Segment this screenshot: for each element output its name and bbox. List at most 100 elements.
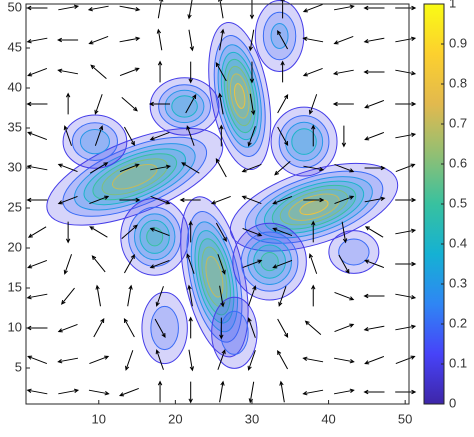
arrow: [395, 293, 417, 300]
arrow: [94, 94, 103, 115]
arrow: [395, 355, 416, 365]
arrow: [186, 125, 195, 146]
arrow: [302, 389, 324, 396]
arrow: [210, 195, 231, 205]
arrow: [334, 291, 355, 301]
arrow: [341, 125, 347, 148]
contour: [71, 122, 118, 161]
colorbar-tick-label: 0.2: [449, 315, 467, 330]
arrow: [395, 389, 417, 395]
arrow: [157, 60, 163, 83]
arrow: [248, 285, 257, 306]
arrow: [363, 69, 385, 75]
arrow: [333, 4, 355, 11]
arrow: [119, 163, 140, 173]
contour: [229, 73, 250, 119]
arrow: [63, 254, 73, 275]
arrow: [304, 320, 322, 336]
arrow: [277, 349, 289, 370]
contour: [101, 158, 168, 196]
arrow: [219, 28, 225, 51]
contour: [271, 184, 357, 230]
arrow: [187, 0, 193, 20]
arrow: [219, 124, 224, 147]
arrow: [219, 380, 225, 403]
arrow: [218, 0, 224, 19]
arrow: [215, 61, 227, 82]
y-tick-label: 20: [8, 239, 22, 254]
arrow: [334, 195, 355, 205]
contour: [279, 189, 349, 226]
arrow: [280, 60, 285, 83]
contour: [220, 51, 259, 141]
arrow: [303, 197, 325, 203]
arrow: [88, 35, 109, 45]
arrow: [91, 255, 106, 273]
y-tick-label: 25: [8, 199, 22, 214]
arrow: [363, 5, 385, 11]
contour: [205, 256, 224, 298]
arrow: [27, 259, 48, 269]
arrow: [364, 99, 385, 109]
arrow: [157, 0, 164, 19]
arrow: [247, 317, 256, 338]
arrow: [311, 220, 316, 243]
arrow: [274, 160, 291, 176]
arrow: [249, 0, 255, 20]
arrow: [185, 93, 197, 114]
arrow: [280, 0, 285, 19]
arrow: [27, 131, 48, 141]
arrow: [186, 253, 195, 274]
plot-frame: [25, 3, 410, 405]
arrow: [333, 388, 355, 395]
contour: [73, 143, 196, 211]
arrow: [302, 36, 324, 43]
arrow: [57, 68, 79, 75]
arrow: [242, 227, 263, 237]
contour: [111, 164, 158, 190]
arrow: [219, 317, 224, 340]
arrow: [217, 349, 226, 370]
colorbar-tick-label: 0.7: [449, 115, 467, 130]
contour: [240, 231, 299, 292]
arrow: [308, 253, 318, 274]
arrow: [149, 131, 170, 141]
y-tick-label: 35: [8, 119, 22, 134]
arrow: [395, 132, 417, 139]
arrow: [395, 228, 417, 235]
arrow: [219, 285, 225, 308]
arrow: [364, 259, 385, 269]
contour: [291, 128, 317, 155]
contour: [234, 83, 246, 109]
contour: [79, 128, 110, 155]
colorbar-tick-label: 0: [449, 395, 456, 410]
arrow: [89, 355, 110, 365]
arrow: [57, 323, 78, 333]
contour: [171, 95, 198, 118]
arrow: [248, 29, 255, 52]
arrow: [364, 196, 386, 203]
arrow: [302, 356, 324, 363]
arrow: [89, 162, 109, 174]
arrow: [57, 195, 78, 205]
arrow: [395, 324, 417, 331]
contour: [220, 310, 249, 355]
arrow: [26, 37, 48, 44]
arrow: [149, 259, 170, 269]
arrow: [364, 165, 386, 171]
contour: [211, 296, 258, 369]
contour: [328, 230, 380, 274]
arrow: [119, 36, 141, 43]
arrow: [125, 350, 134, 371]
arrow: [87, 5, 109, 12]
arrow: [65, 221, 71, 244]
arrow: [127, 284, 133, 307]
arrow: [148, 101, 171, 107]
arrow: [341, 221, 348, 244]
contour: [197, 238, 231, 316]
arrow: [63, 125, 73, 146]
arrow: [57, 357, 79, 364]
arrow: [181, 162, 200, 174]
x-tick-label: 30: [245, 411, 259, 426]
y-tick-label: 30: [8, 159, 22, 174]
